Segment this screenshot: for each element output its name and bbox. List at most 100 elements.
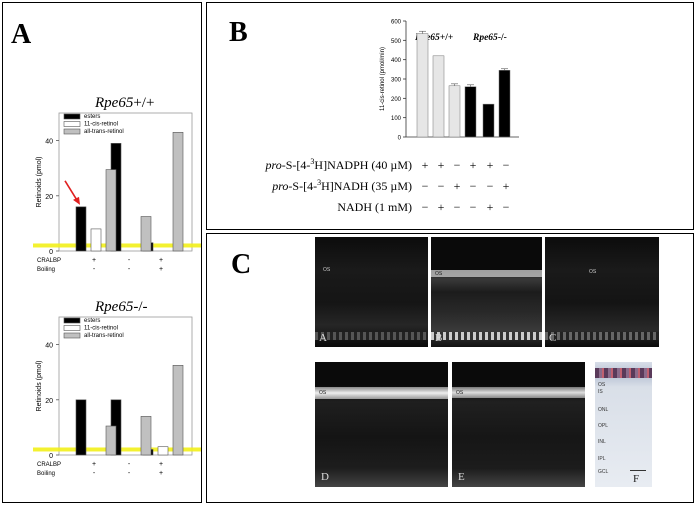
os-label-d: OS [319,390,327,396]
layer-label-ipl: IPL [598,456,606,462]
chart-rpe65-ko: Rpe65-/- 0 20 40 Retinoids (pmol) esters 11-ci… [33,299,201,477]
condition-sign: − [470,179,477,193]
layer-label-os: OS [598,382,606,388]
micrograph-b: OS B [431,237,542,347]
micrograph-e: OS E [452,362,585,487]
layer-label-gcl: GCL [598,469,609,475]
micrograph-f-histology: OS IS ONL OPL INL IPL GCL F [595,362,652,487]
bar-all-trans-retinol-2 [172,365,184,456]
layer-label-opl: OPL [598,423,609,429]
row-sign: - [128,266,131,273]
os-label-a: OS [323,267,331,273]
row-label-boiling: Boiling [37,267,55,273]
condition-sign: + [454,179,461,193]
y-tick-label-20: 20 [45,194,53,201]
layer-label-inl: INL [598,439,606,445]
scale-bar [630,470,646,471]
row-sign: + [159,461,163,468]
histology-rpe-layer [595,368,652,378]
highlight-arrow-head [73,196,80,205]
y-axis-label: 11-cis-retinol (pmol/min) [380,47,386,111]
y-axis-label: Retinoids (pmol) [36,361,43,412]
y-tick-label-100: 100 [391,116,402,122]
panel-b-label: B [229,17,248,48]
y-tick-label-600: 600 [391,20,402,26]
legend-swatch-0 [63,113,81,120]
bar-esters-0 [75,399,87,456]
legend-label-0: esters [84,318,100,324]
micrograph-b-band [431,332,542,340]
bar-1 [432,55,445,138]
micrograph-d-label: D [321,471,329,483]
micrograph-a-label: A [319,332,327,344]
group-title-1: Rpe65-/- [472,33,507,43]
legend-label-2: all-trans-retinol [84,129,124,135]
condition-sign: − [454,200,461,214]
bar-3 [464,86,477,138]
bar-11-cis-retinol-0 [90,228,102,252]
micrograph-e-bright-band [452,387,585,398]
highlight-arrow [64,180,79,203]
condition-sign: + [422,158,429,172]
legend-label-1: 11-cis-retinol [84,122,118,128]
condition-label-1: pro-S-[4-3H]NADH (35 µM) [271,178,412,193]
bar-all-trans-retinol-0 [105,425,117,456]
panel-a: A Rpe65+/+ 0 20 40 Retinoids (pmol) esters 11-… [2,2,202,503]
bar-11-cis-retinol-2 [157,446,169,456]
micrograph-d: OS D [315,362,448,487]
bar-all-trans-retinol-0 [105,169,117,252]
y-tick-label-40: 40 [45,343,53,350]
condition-label-2: NADH (1 mM) [337,200,412,214]
panel-b: B 0 100 200 300 400 500 600 11-cis-retinol (pmo… [206,2,694,230]
micrograph-a-band [315,332,428,340]
row-sign: - [93,470,96,477]
micrograph-f-label: F [633,473,640,485]
y-tick-label-40: 40 [45,139,53,146]
condition-sign: + [503,179,510,193]
plot-frame [58,112,193,252]
layer-label-onl: ONL [598,407,609,413]
y-axis-label: Retinoids (pmol) [36,157,43,208]
condition-label-0: pro-S-[4-3H]NADPH (40 µM) [265,157,412,172]
micrograph-c: OS C [545,237,659,347]
os-label-b: OS [435,271,443,277]
condition-sign: − [438,179,445,193]
micrograph-b-label: B [435,332,443,344]
condition-sign: − [454,158,461,172]
condition-sign: − [422,200,429,214]
micrograph-b-bright-band [431,270,542,277]
legend-label-0: esters [84,114,100,120]
condition-sign: − [470,200,477,214]
y-tick-label-200: 200 [391,97,402,103]
condition-sign: − [503,200,510,214]
legend-label-1: 11-cis-retinol [84,326,118,332]
row-label-boiling: Boiling [37,471,55,477]
chart-rpe65-wt: Rpe65+/+ 0 20 40 Retinoids (pmol) esters 11-ci… [33,95,201,273]
row-label-cralbp: CRALBP [37,462,61,468]
row-sign: - [128,257,131,264]
chart-title: Rpe65+/+ [94,95,154,111]
bar-4 [482,103,495,138]
panel-c: C OS A OS B OS C OS D OS E OS IS ONL OPL INL… [206,233,694,503]
legend-swatch-2 [63,332,81,339]
condition-sign: + [487,158,494,172]
legend-swatch-1 [63,121,81,127]
micrograph-d-bright-band [315,387,448,399]
micrograph-c-label: C [549,332,557,344]
micrograph-e-label: E [458,471,465,483]
condition-sign: + [438,158,445,172]
condition-sign: − [487,179,494,193]
y-tick-label-20: 20 [45,398,53,405]
row-sign: - [93,266,96,273]
condition-sign: − [422,179,429,193]
os-label-c: OS [589,269,597,275]
row-label-cralbp: CRALBP [37,258,61,264]
micrograph-a: OS A [315,237,428,347]
layer-label-is: IS [598,389,603,395]
bar-esters-0 [75,206,87,252]
row-sign: + [92,257,96,264]
legend-label-2: all-trans-retinol [84,333,124,339]
chart-11-cis-retinol-rate: 0 100 200 300 400 500 600 11-cis-retinol (pmol/… [265,20,519,214]
row-sign: - [128,470,131,477]
y-tick-label-400: 400 [391,58,402,64]
